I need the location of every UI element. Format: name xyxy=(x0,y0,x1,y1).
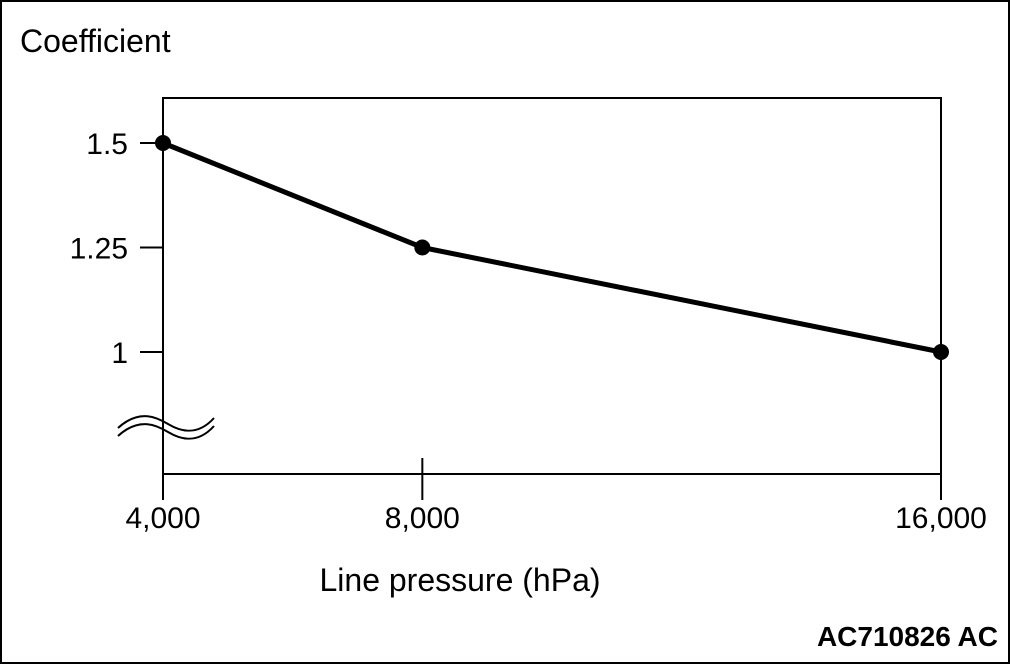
y-axis-ticks: 1.5 1.25 1 xyxy=(70,128,163,370)
y-tick-label: 1.25 xyxy=(70,233,128,266)
x-tick-label: 16,000 xyxy=(895,502,987,535)
x-axis-ticks: 4,000 8,000 16,000 xyxy=(125,458,987,535)
series-line xyxy=(162,140,942,355)
data-point xyxy=(155,135,171,151)
y-tick-label: 1 xyxy=(111,337,128,370)
y-axis-label: Coefficient xyxy=(20,23,171,59)
x-tick-label: 4,000 xyxy=(125,502,200,535)
axis-break-symbol xyxy=(117,415,215,440)
data-series xyxy=(155,135,949,360)
figure-id: AC710826 AC xyxy=(817,621,998,652)
y-tick-label: 1.5 xyxy=(86,128,128,161)
plot-frame xyxy=(162,97,942,475)
data-point xyxy=(933,344,949,360)
data-point xyxy=(414,239,431,256)
x-tick-label: 8,000 xyxy=(385,502,460,535)
x-axis-label: Line pressure (hPa) xyxy=(319,562,600,598)
